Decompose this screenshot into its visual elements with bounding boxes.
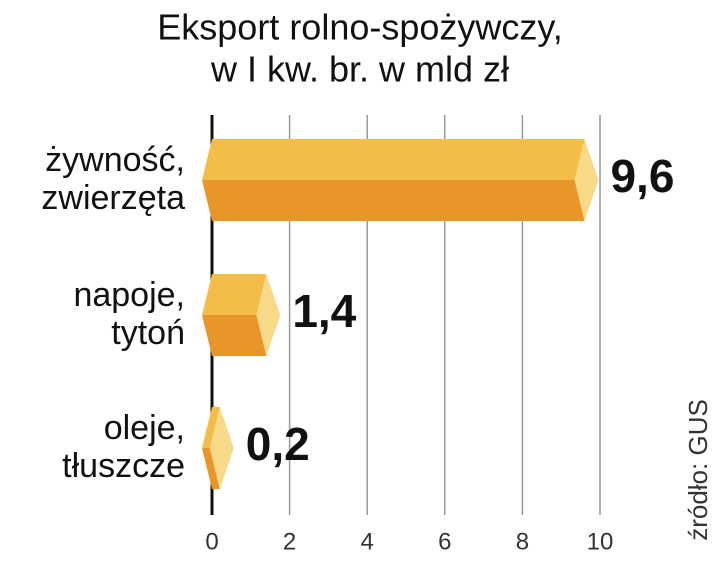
category-label: tytoń — [111, 314, 185, 352]
bar — [202, 407, 234, 489]
bar-face — [202, 139, 585, 180]
value-label: 9,6 — [610, 150, 674, 202]
category-label: tłuszcze — [62, 447, 185, 485]
x-tick-label: 10 — [587, 528, 614, 555]
bar — [202, 139, 599, 221]
bar-face — [256, 274, 281, 356]
bar — [202, 274, 281, 356]
bar-face — [202, 315, 267, 356]
chart-title: w I kw. br. w mld zł — [210, 49, 509, 90]
bar-face — [202, 274, 267, 315]
value-label: 0,2 — [246, 418, 310, 470]
bar-face — [209, 407, 234, 489]
bar-face — [574, 139, 599, 221]
value-label: 1,4 — [292, 285, 356, 337]
x-tick-label: 2 — [283, 528, 296, 555]
category-label: zwierzęta — [41, 179, 185, 217]
x-tick-label: 0 — [205, 528, 218, 555]
category-label: oleje, — [104, 409, 185, 447]
source: źródło: GUS — [683, 399, 713, 541]
category-label: żywność, — [45, 141, 185, 179]
bar-face — [202, 180, 585, 221]
chart-title: Eksport rolno-spożywczy, — [157, 7, 562, 48]
x-tick-label: 4 — [361, 528, 374, 555]
x-tick-label: 6 — [438, 528, 451, 555]
category-label: napoje, — [73, 276, 185, 314]
x-tick-label: 8 — [516, 528, 529, 555]
